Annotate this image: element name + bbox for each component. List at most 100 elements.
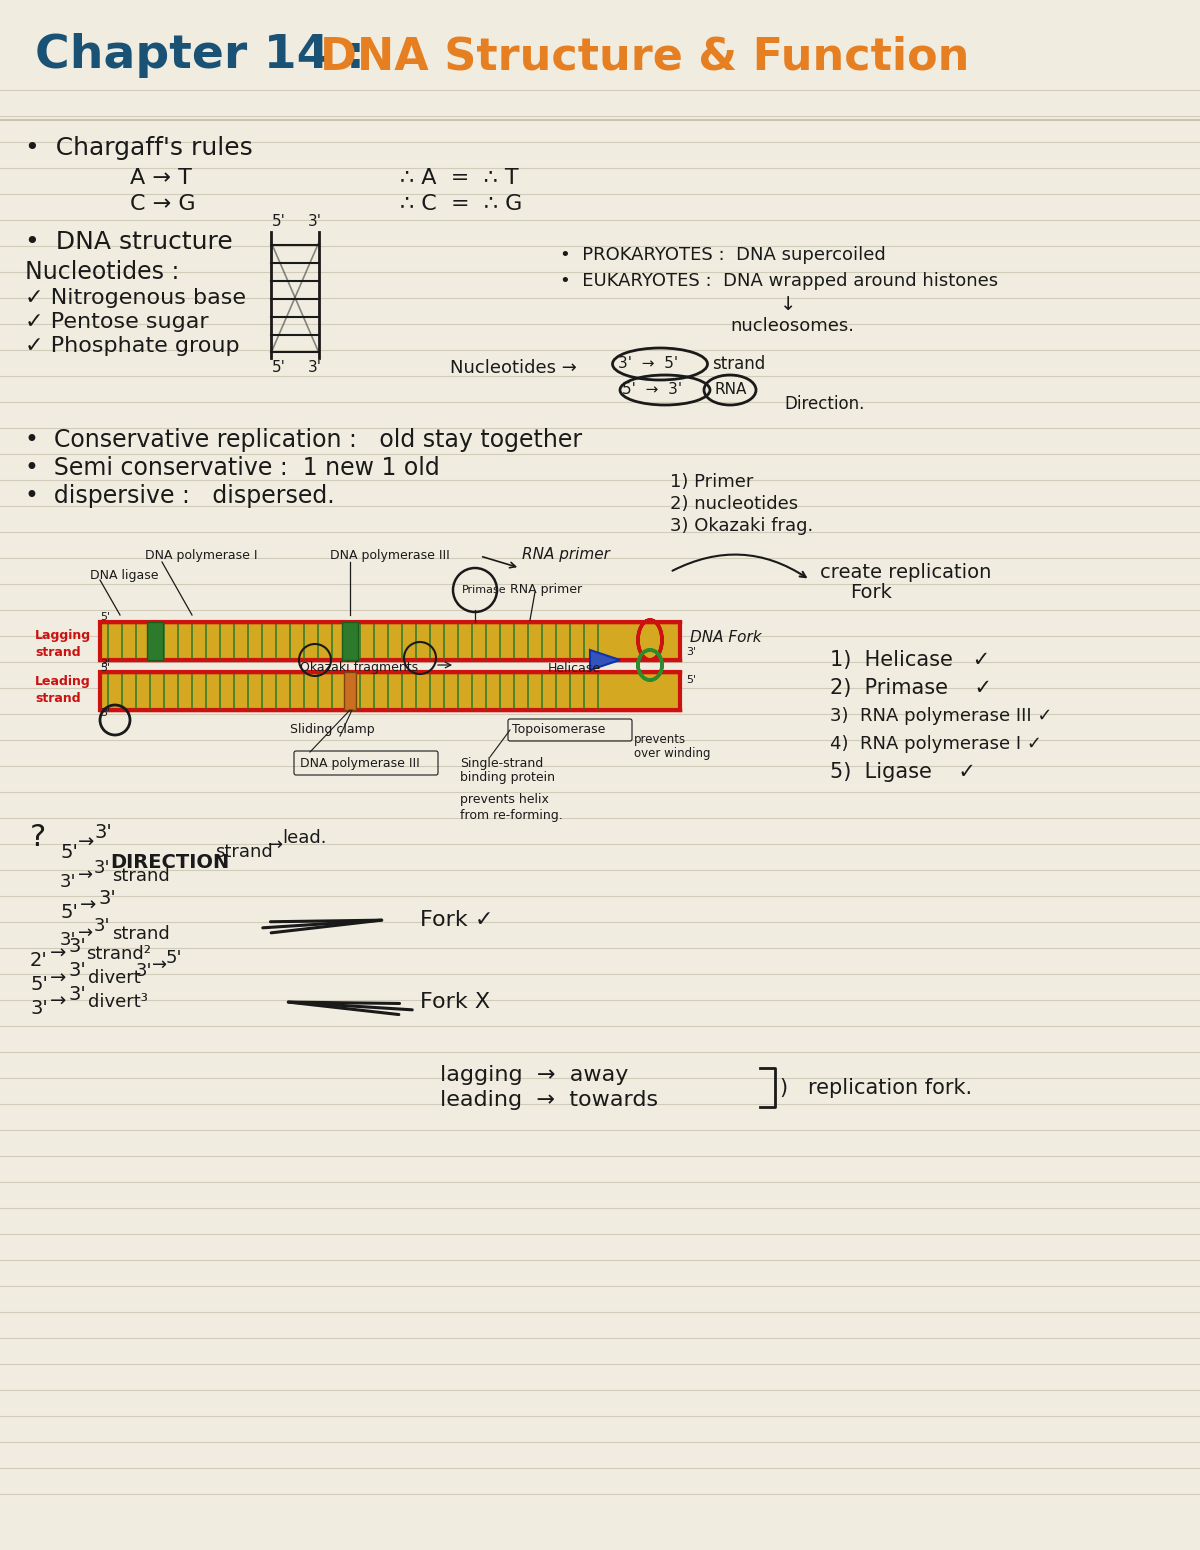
Text: from re-forming.: from re-forming. <box>460 809 563 822</box>
Text: 5': 5' <box>272 361 286 375</box>
Text: →: → <box>78 924 94 942</box>
Bar <box>344 673 356 710</box>
Text: ∴ A  =  ∴ T: ∴ A = ∴ T <box>400 167 518 188</box>
Text: Leading: Leading <box>35 676 91 688</box>
Text: 3': 3' <box>136 963 152 980</box>
Text: RNA primer: RNA primer <box>510 583 582 597</box>
Text: RNA: RNA <box>714 383 746 397</box>
Text: 3': 3' <box>30 998 48 1017</box>
Text: )   replication fork.: ) replication fork. <box>780 1077 972 1097</box>
Text: strand: strand <box>215 843 272 860</box>
Text: →: → <box>78 832 95 851</box>
Text: ↓: ↓ <box>780 296 797 315</box>
Text: C → G: C → G <box>130 194 196 214</box>
Bar <box>148 622 163 660</box>
Text: ?: ? <box>30 823 47 853</box>
Bar <box>342 622 358 660</box>
Text: 3': 3' <box>686 646 696 657</box>
Text: strand: strand <box>35 645 80 659</box>
Text: A → T: A → T <box>130 167 192 188</box>
Text: prevents helix: prevents helix <box>460 794 548 806</box>
Text: 3': 3' <box>68 961 85 981</box>
Text: 5': 5' <box>60 902 78 922</box>
Text: 3': 3' <box>308 214 322 229</box>
Text: •  Semi conservative :  1 new 1 old: • Semi conservative : 1 new 1 old <box>25 456 439 480</box>
Text: •  EUKARYOTES :  DNA wrapped around histones: • EUKARYOTES : DNA wrapped around histon… <box>560 271 998 290</box>
Text: 1) Primer: 1) Primer <box>670 473 754 491</box>
Text: Direction.: Direction. <box>784 395 864 412</box>
Text: Fork ✓: Fork ✓ <box>420 910 493 930</box>
Text: →: → <box>50 992 66 1011</box>
Text: 3'  →  5': 3' → 5' <box>618 356 678 372</box>
Text: Fork X: Fork X <box>420 992 490 1012</box>
Text: 3': 3' <box>98 888 115 907</box>
Text: over winding: over winding <box>634 747 710 761</box>
Text: Fork: Fork <box>850 583 892 601</box>
Text: 5': 5' <box>272 214 286 229</box>
Text: •  PROKARYOTES :  DNA supercoiled: • PROKARYOTES : DNA supercoiled <box>560 246 886 264</box>
Text: 3': 3' <box>100 708 110 718</box>
Text: •  Chargaff's rules: • Chargaff's rules <box>25 136 253 160</box>
Text: Sliding clamp: Sliding clamp <box>290 724 374 736</box>
Text: 2': 2' <box>30 950 48 969</box>
Text: DNA polymerase III: DNA polymerase III <box>300 756 420 769</box>
Text: strand: strand <box>112 925 169 942</box>
Text: ✓ Phosphate group: ✓ Phosphate group <box>25 336 240 357</box>
Text: Nucleotides :: Nucleotides : <box>25 260 179 284</box>
Text: prevents: prevents <box>634 733 686 747</box>
Text: divert³: divert³ <box>88 994 148 1011</box>
Text: Chapter 14 :: Chapter 14 : <box>35 33 382 78</box>
Text: Nucleotides →: Nucleotides → <box>450 360 577 377</box>
Text: lagging  →  away: lagging → away <box>440 1065 629 1085</box>
Text: Helicase: Helicase <box>548 662 601 674</box>
Bar <box>100 622 680 660</box>
Text: divert: divert <box>88 969 140 987</box>
Text: •  DNA structure: • DNA structure <box>25 229 233 254</box>
Text: Okazaki fragments: Okazaki fragments <box>300 662 418 674</box>
Text: 5': 5' <box>100 663 110 673</box>
Text: lead.: lead. <box>282 829 326 846</box>
Text: 3': 3' <box>308 361 322 375</box>
Text: 3': 3' <box>68 984 85 1003</box>
Bar <box>100 673 680 710</box>
Text: 5': 5' <box>100 612 110 622</box>
Text: ✓ Nitrogenous base: ✓ Nitrogenous base <box>25 288 246 308</box>
Text: 3) Okazaki frag.: 3) Okazaki frag. <box>670 518 814 535</box>
Text: 3': 3' <box>60 873 77 891</box>
Text: Lagging: Lagging <box>35 629 91 643</box>
Text: 5)  Ligase    ✓: 5) Ligase ✓ <box>830 763 976 783</box>
Text: •  dispersive :   dispersed.: • dispersive : dispersed. <box>25 484 335 508</box>
Text: strand²: strand² <box>86 946 151 963</box>
Text: DNA Structure & Function: DNA Structure & Function <box>320 36 970 78</box>
Text: DNA polymerase I: DNA polymerase I <box>145 550 258 563</box>
Text: DNA ligase: DNA ligase <box>90 569 158 583</box>
Text: 5'  →  3': 5' → 3' <box>622 383 682 397</box>
Text: 5': 5' <box>60 843 78 862</box>
Text: strand: strand <box>712 355 766 374</box>
Text: →: → <box>50 944 66 963</box>
Text: 2)  Primase    ✓: 2) Primase ✓ <box>830 677 992 698</box>
Text: nucleosomes.: nucleosomes. <box>730 318 854 335</box>
Text: •  Conservative replication :   old stay together: • Conservative replication : old stay to… <box>25 428 582 453</box>
Text: Topoisomerase: Topoisomerase <box>512 724 605 736</box>
Text: 5': 5' <box>30 975 48 995</box>
Text: RNA primer: RNA primer <box>522 547 610 563</box>
Text: →: → <box>78 866 94 883</box>
Text: 3': 3' <box>68 936 85 955</box>
Text: strand: strand <box>112 866 169 885</box>
Text: 3': 3' <box>94 823 112 842</box>
Text: Single-strand: Single-strand <box>460 756 544 769</box>
Text: DNA Fork: DNA Fork <box>690 631 762 645</box>
Text: 3': 3' <box>94 918 110 935</box>
Text: 5': 5' <box>166 949 182 967</box>
Text: ✓ Pentose sugar: ✓ Pentose sugar <box>25 312 209 332</box>
Polygon shape <box>590 649 620 670</box>
Text: 3': 3' <box>60 932 77 949</box>
Text: binding protein: binding protein <box>460 772 554 784</box>
Text: →: → <box>80 896 96 914</box>
Text: DNA polymerase III: DNA polymerase III <box>330 550 450 563</box>
Text: →: → <box>50 969 66 987</box>
Text: 1)  Helicase   ✓: 1) Helicase ✓ <box>830 649 990 670</box>
Text: leading  →  towards: leading → towards <box>440 1090 658 1110</box>
Text: create replication: create replication <box>820 563 991 581</box>
